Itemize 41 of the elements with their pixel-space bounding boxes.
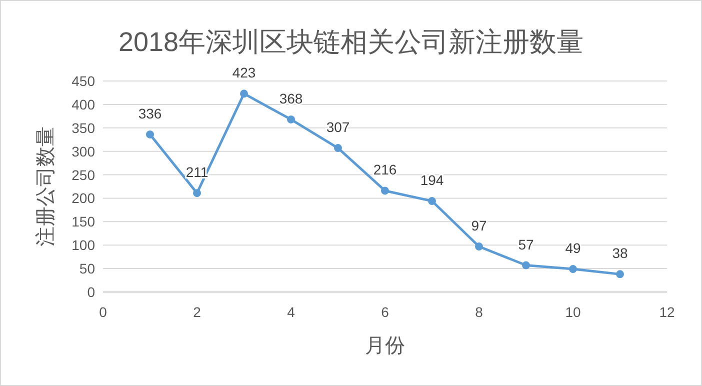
y-tick-label: 100 <box>72 237 96 254</box>
point <box>193 189 201 198</box>
x-tick-label: 0 <box>99 304 108 320</box>
x-tick-label: 10 <box>565 304 581 320</box>
data-label: 57 <box>518 236 534 252</box>
y-tick-label: 450 <box>72 73 96 89</box>
point <box>569 265 577 274</box>
y-tick-label: 150 <box>72 214 96 230</box>
x-tick-label: 6 <box>381 304 390 320</box>
point <box>428 197 436 206</box>
data-label: 423 <box>232 64 256 81</box>
point <box>287 115 295 124</box>
point <box>381 186 389 195</box>
point <box>240 90 248 98</box>
x-tick-label: 8 <box>475 304 484 320</box>
y-tick-label: 50 <box>79 260 96 277</box>
y-tick-label: 200 <box>72 190 96 206</box>
x-axis-title: 月份 <box>365 335 405 357</box>
x-tick-label: 2 <box>193 304 202 320</box>
point <box>334 144 342 152</box>
point <box>522 261 530 270</box>
data-label: 368 <box>279 90 303 106</box>
chart-title: 2018年深圳区块链相关公司新注册数量 <box>118 27 584 57</box>
y-axis-title: 注册公司数量 <box>35 126 57 246</box>
point <box>475 242 483 251</box>
y-tick-label: 0 <box>87 284 96 300</box>
x-tick-label: 12 <box>659 304 675 320</box>
data-label: 336 <box>138 105 162 122</box>
y-tick-label: 300 <box>72 143 96 160</box>
y-tick-label: 250 <box>72 166 96 183</box>
y-tick-label: 350 <box>72 120 96 136</box>
x-tick-label: 4 <box>287 304 296 320</box>
point <box>146 130 154 138</box>
data-label: 49 <box>565 240 581 256</box>
data-label: 307 <box>326 119 350 136</box>
y-tick-label: 400 <box>72 96 96 112</box>
data-label: 97 <box>471 218 487 234</box>
data-label: 38 <box>612 245 628 262</box>
point <box>616 270 624 278</box>
data-label: 216 <box>373 162 397 178</box>
data-label: 194 <box>420 172 444 188</box>
